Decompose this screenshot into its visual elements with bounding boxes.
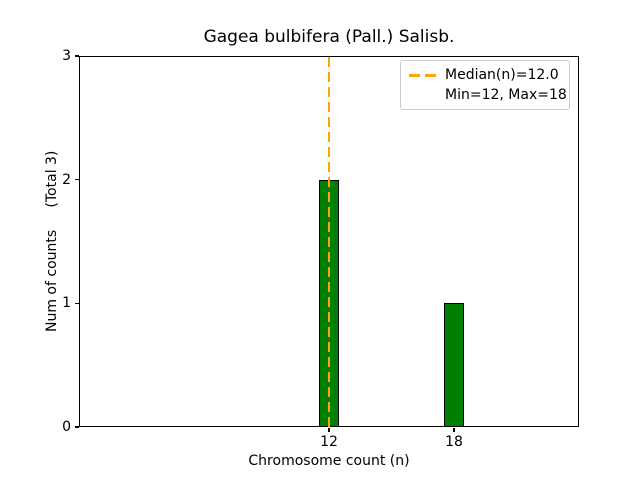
- y-tick-mark: [75, 426, 79, 428]
- y-tick-label: 0: [62, 419, 71, 435]
- legend-label-minmax: Min=12, Max=18: [445, 87, 567, 103]
- legend-row-minmax: Min=12, Max=18: [409, 85, 567, 105]
- bar-n18: [443, 303, 465, 427]
- legend: Median(n)=12.0 Min=12, Max=18: [400, 60, 570, 110]
- x-tick-mark: [453, 428, 455, 432]
- median-line: [327, 57, 331, 427]
- legend-row-median: Median(n)=12.0: [409, 65, 561, 85]
- x-tick-label: 18: [445, 434, 463, 450]
- x-axis-label: Chromosome count (n): [248, 453, 410, 469]
- y-axis-label: Num of counts (Total 3): [44, 150, 60, 333]
- y-tick-label: 2: [62, 171, 71, 188]
- legend-label-median: Median(n)=12.0: [445, 67, 559, 83]
- x-tick-label: 12: [320, 434, 338, 450]
- y-tick-mark: [75, 179, 79, 181]
- y-tick-label: 1: [62, 295, 71, 312]
- chart-title: Gagea bulbifera (Pall.) Salisb.: [203, 27, 455, 47]
- y-tick-label: 3: [62, 48, 71, 64]
- y-tick-mark: [75, 302, 79, 304]
- median-line-legend-swatch: [409, 73, 436, 77]
- x-tick-mark: [328, 428, 330, 432]
- y-tick-mark: [75, 55, 79, 57]
